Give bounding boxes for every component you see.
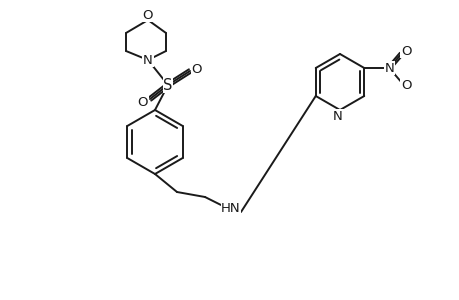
Text: N: N bbox=[332, 110, 342, 122]
Text: O: O bbox=[191, 62, 202, 76]
Text: O: O bbox=[400, 44, 411, 58]
Text: O: O bbox=[137, 95, 148, 109]
Text: O: O bbox=[400, 79, 411, 92]
Text: N: N bbox=[143, 53, 152, 67]
Text: N: N bbox=[143, 53, 152, 67]
Text: S: S bbox=[163, 77, 172, 92]
Text: N: N bbox=[384, 61, 393, 74]
Text: O: O bbox=[142, 8, 153, 22]
Text: HN: HN bbox=[221, 202, 241, 215]
